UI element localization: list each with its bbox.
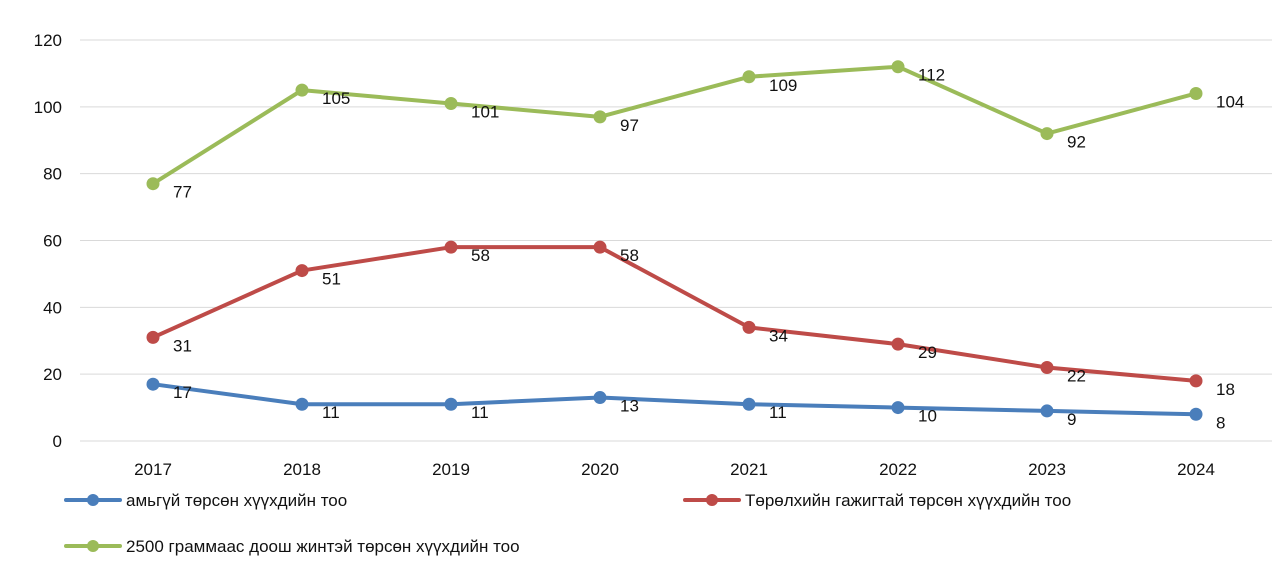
data-label: 105 — [322, 89, 350, 108]
data-point — [593, 240, 607, 254]
legend-marker — [87, 494, 99, 506]
data-label: 17 — [173, 383, 192, 402]
data-point — [593, 110, 607, 124]
data-point — [742, 397, 756, 411]
x-tick-label: 2021 — [730, 460, 768, 479]
x-tick-label: 2020 — [581, 460, 619, 479]
data-label: 11 — [322, 403, 340, 422]
axis-layer: 0 20 40 60 80 100 120 2017 2018 2019 2020 2021 2022 2… — [34, 31, 1215, 479]
legend-marker — [706, 494, 718, 506]
data-point — [444, 397, 458, 411]
data-label: 112 — [918, 66, 945, 85]
series-line — [151, 245, 1198, 383]
data-point — [1189, 374, 1203, 388]
data-point — [295, 83, 309, 97]
data-point — [593, 391, 607, 405]
data-point — [146, 177, 160, 191]
legend-marker — [87, 540, 99, 552]
data-label: 97 — [620, 116, 639, 135]
data-label: 34 — [769, 326, 788, 345]
grid-layer — [80, 39, 1272, 442]
data-point — [444, 240, 458, 254]
x-tick-label: 2019 — [432, 460, 470, 479]
y-tick-label: 100 — [34, 98, 62, 117]
data-point — [1189, 407, 1203, 421]
data-label: 29 — [918, 343, 937, 362]
data-point — [146, 330, 160, 344]
legend-label: 2500 граммаас доош жинтэй төрсөн хүүхдий… — [126, 537, 520, 556]
data-point — [146, 377, 160, 391]
data-point — [891, 60, 905, 74]
data-label: 22 — [1067, 366, 1086, 385]
data-point — [891, 337, 905, 351]
x-tick-label: 2022 — [879, 460, 917, 479]
data-label: 104 — [1216, 92, 1244, 111]
x-tick-label: 2017 — [134, 460, 172, 479]
data-point — [295, 264, 309, 278]
data-label: 77 — [173, 183, 192, 202]
x-tick-label: 2023 — [1028, 460, 1066, 479]
legend-label: амьгүй төрсөн хүүхдийн тоо — [126, 491, 347, 510]
data-label: 51 — [322, 270, 341, 289]
data-label: 101 — [471, 102, 499, 121]
data-point — [1040, 360, 1054, 374]
y-tick-label: 80 — [43, 165, 62, 184]
data-label: 10 — [918, 407, 937, 426]
data-point — [295, 397, 309, 411]
legend-label: Төрөлхийн гажигтай төрсөн хүүхдийн тоо — [745, 491, 1071, 510]
legend: амьгүй төрсөн хүүхдийн тоо Төрөлхийн гажи… — [64, 491, 1071, 556]
y-tick-label: 40 — [43, 298, 62, 317]
data-label: 18 — [1216, 380, 1235, 399]
data-label: 109 — [769, 76, 797, 95]
y-tick-label: 0 — [53, 432, 62, 451]
data-point — [742, 70, 756, 84]
series-line — [151, 64, 1198, 186]
data-point — [1040, 404, 1054, 418]
data-label: 58 — [620, 246, 639, 265]
data-point — [1040, 127, 1054, 141]
x-tick-label: 2024 — [1177, 460, 1215, 479]
y-tick-label: 120 — [34, 31, 62, 50]
data-point — [1189, 86, 1203, 100]
data-label: 58 — [471, 246, 490, 265]
data-label: 11 — [769, 403, 787, 422]
data-label: 31 — [173, 336, 192, 355]
series-line — [151, 382, 1198, 417]
series-layer — [146, 60, 1203, 421]
data-label: 13 — [620, 397, 639, 416]
y-tick-label: 20 — [43, 365, 62, 384]
data-point — [742, 320, 756, 334]
data-point — [891, 401, 905, 415]
y-tick-label: 60 — [43, 232, 62, 251]
data-label: 8 — [1216, 413, 1225, 432]
x-tick-label: 2018 — [283, 460, 321, 479]
data-point — [444, 96, 458, 110]
data-label: 11 — [471, 403, 489, 422]
data-label: 92 — [1067, 133, 1086, 152]
data-label: 9 — [1067, 410, 1076, 429]
